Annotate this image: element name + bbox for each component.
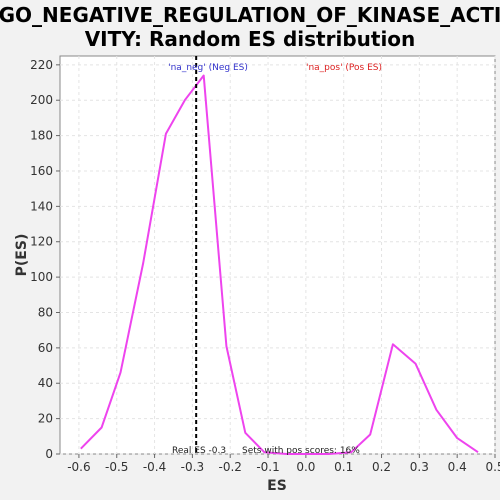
y-axis-label: P(ES) bbox=[14, 234, 30, 277]
x-tick-label: -0.1 bbox=[256, 460, 279, 474]
data-layer bbox=[80, 56, 479, 455]
y-tick-label: 200 bbox=[30, 93, 53, 107]
y-tick-label: 60 bbox=[38, 341, 53, 355]
x-tick-label: -0.5 bbox=[105, 460, 128, 474]
y-tick-label: 180 bbox=[30, 129, 53, 143]
x-tick-label: -0.6 bbox=[67, 460, 90, 474]
annotations: 'na_neg' (Neg ES) 'na_pos' (Pos ES) Real E… bbox=[168, 63, 382, 456]
x-axis-label: ES bbox=[267, 478, 287, 494]
y-tick-label: 120 bbox=[30, 235, 53, 249]
y-tick-label: 100 bbox=[30, 270, 53, 284]
chart-title-line1: GO_NEGATIVE_REGULATION_OF_KINASE_ACTI bbox=[0, 3, 500, 27]
real-es-label: Real ES -0.3 bbox=[172, 446, 226, 456]
x-tick-label: 0.1 bbox=[334, 460, 353, 474]
y-tick-label: 160 bbox=[30, 164, 53, 178]
es-distribution-line bbox=[80, 74, 479, 455]
grid bbox=[60, 56, 496, 455]
y-tick-label: 20 bbox=[38, 412, 53, 426]
axis-ticks: -0.6 -0.5 -0.4 -0.3 -0.2 -0.1 0.0 0.1 0.2 0.3 0.4 0… bbox=[30, 58, 500, 474]
y-tick-label: 80 bbox=[38, 305, 53, 319]
plot-area bbox=[59, 55, 496, 455]
chart-title-line2: VITY: Random ES distribution bbox=[85, 27, 416, 51]
x-tick-label: 0.3 bbox=[410, 460, 429, 474]
pos-es-label: 'na_pos' (Pos ES) bbox=[306, 63, 382, 73]
x-tick-label: 0.2 bbox=[372, 460, 391, 474]
y-tick-label: 40 bbox=[38, 376, 53, 390]
x-tick-label: 0.5 bbox=[485, 460, 500, 474]
x-tick-label: -0.4 bbox=[143, 460, 166, 474]
x-tick-label: 0.4 bbox=[448, 460, 467, 474]
x-tick-label: 0.0 bbox=[296, 460, 315, 474]
y-tick-label: 140 bbox=[30, 199, 53, 213]
x-tick-label: -0.2 bbox=[219, 460, 242, 474]
y-tick-label: 0 bbox=[45, 447, 53, 461]
neg-es-label: 'na_neg' (Neg ES) bbox=[168, 63, 248, 73]
x-tick-label: -0.3 bbox=[181, 460, 204, 474]
y-tick-label: 220 bbox=[30, 58, 53, 72]
pos-scores-label: Sets with pos scores: 16% bbox=[242, 446, 360, 456]
